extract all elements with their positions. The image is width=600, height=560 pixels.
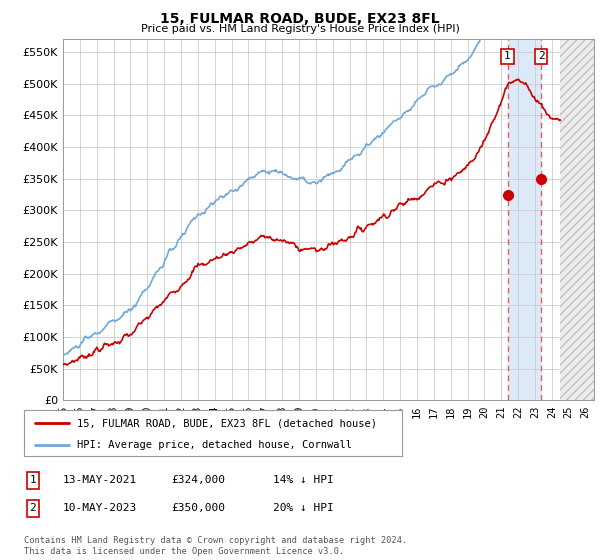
Text: £350,000: £350,000 xyxy=(171,503,225,514)
Text: 10-MAY-2023: 10-MAY-2023 xyxy=(63,503,137,514)
Text: 15, FULMAR ROAD, BUDE, EX23 8FL (detached house): 15, FULMAR ROAD, BUDE, EX23 8FL (detache… xyxy=(77,418,377,428)
Text: 13-MAY-2021: 13-MAY-2021 xyxy=(63,475,137,486)
Text: Contains HM Land Registry data © Crown copyright and database right 2024.
This d: Contains HM Land Registry data © Crown c… xyxy=(24,536,407,556)
Text: 20% ↓ HPI: 20% ↓ HPI xyxy=(273,503,334,514)
Text: 1: 1 xyxy=(504,52,511,61)
Text: Price paid vs. HM Land Registry's House Price Index (HPI): Price paid vs. HM Land Registry's House … xyxy=(140,24,460,34)
Text: £324,000: £324,000 xyxy=(171,475,225,486)
Text: 14% ↓ HPI: 14% ↓ HPI xyxy=(273,475,334,486)
Text: 2: 2 xyxy=(29,503,37,514)
Bar xyxy=(560,39,594,400)
Text: 15, FULMAR ROAD, BUDE, EX23 8FL: 15, FULMAR ROAD, BUDE, EX23 8FL xyxy=(160,12,440,26)
Bar xyxy=(508,39,541,400)
Text: HPI: Average price, detached house, Cornwall: HPI: Average price, detached house, Corn… xyxy=(77,440,352,450)
Text: 2: 2 xyxy=(538,52,545,61)
Text: 1: 1 xyxy=(29,475,37,486)
